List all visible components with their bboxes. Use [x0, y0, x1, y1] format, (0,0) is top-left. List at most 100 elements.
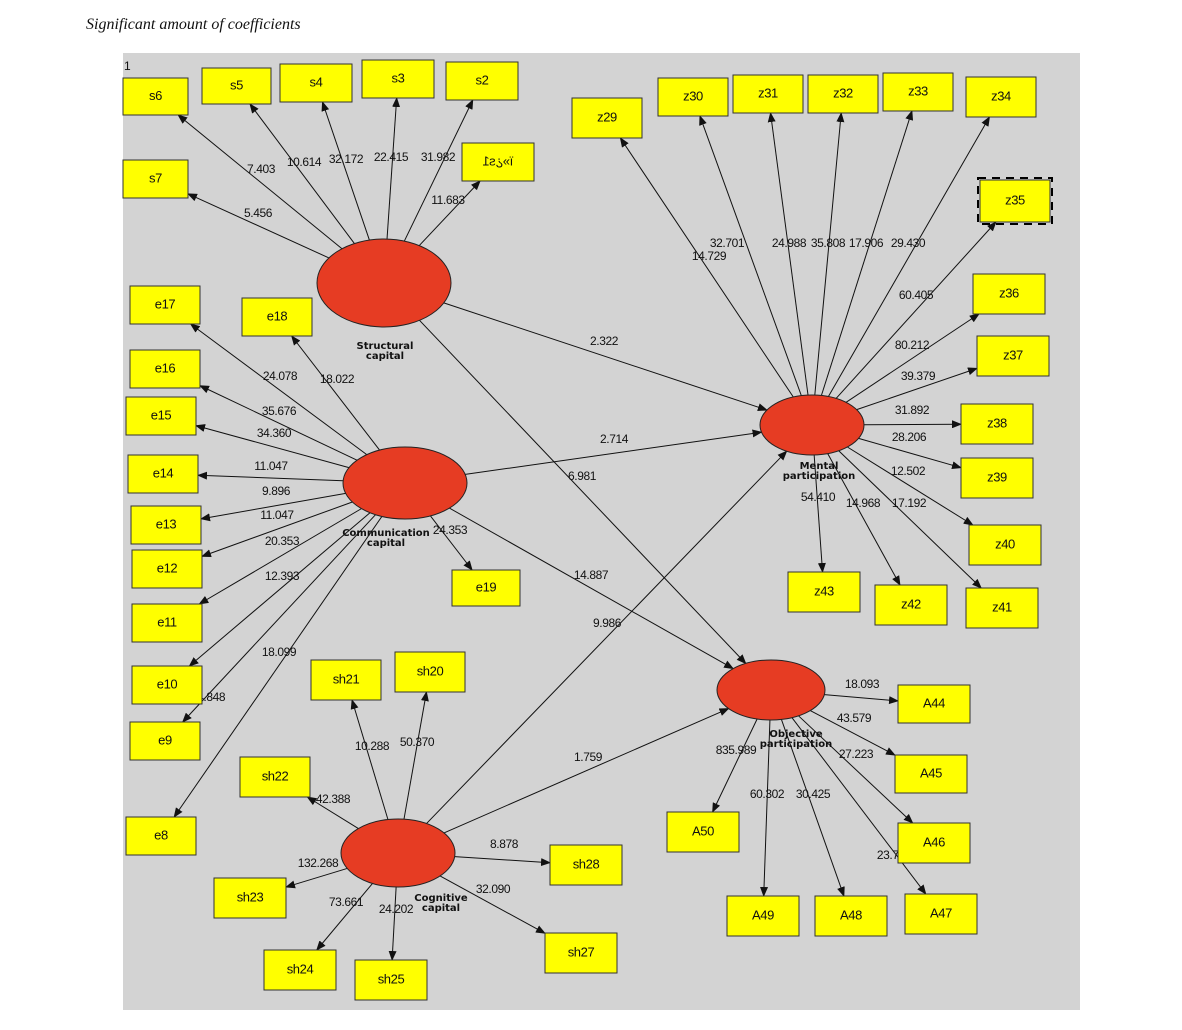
- indicator-box: [960, 403, 1034, 445]
- path-arrow: [199, 385, 358, 461]
- indicator-label: z32: [833, 85, 853, 100]
- indicator-box: [814, 895, 888, 937]
- path-coefficient: 43.579: [837, 711, 872, 725]
- indicator-label: A50: [692, 823, 714, 838]
- path-coefficient: 18.093: [845, 677, 880, 691]
- indicator-box: [263, 949, 337, 991]
- path-arrow: [306, 796, 359, 829]
- indicator-label: s5: [230, 77, 243, 92]
- indicator-box: [130, 505, 202, 545]
- indicator-label: A47: [930, 905, 952, 920]
- indicator-box: [787, 571, 861, 613]
- indicator-label: z31: [758, 85, 778, 100]
- latent-label: capital: [422, 903, 460, 914]
- indicator-box: [666, 811, 740, 853]
- indicator-label: sh21: [333, 671, 360, 686]
- indicator-label: z40: [995, 536, 1015, 551]
- indicator-box: [976, 335, 1050, 377]
- indicator-label: e10: [157, 676, 178, 691]
- latent-label: Communication: [342, 528, 430, 539]
- path-coefficient: 14.729: [692, 249, 727, 263]
- path-coefficient: 60.302: [750, 787, 785, 801]
- path-coefficient: 17.192: [892, 496, 927, 510]
- path-arrow: [187, 193, 330, 259]
- indicator-box: [461, 142, 535, 182]
- path-arrow: [316, 883, 373, 951]
- indicator-label: sh25: [378, 971, 405, 986]
- indicator-box: [361, 59, 435, 99]
- indicator-box: [394, 651, 466, 693]
- indicator-label: A48: [840, 907, 862, 922]
- path-coefficient: 14.968: [846, 496, 881, 510]
- latent-label: Objective: [769, 729, 823, 740]
- indicator-box: [129, 349, 201, 389]
- path-arrow: [200, 492, 346, 522]
- indicator-box: [972, 273, 1046, 315]
- path-coefficient: 35.676: [262, 404, 297, 418]
- indicator-label: s4: [310, 74, 323, 89]
- path-coefficient: 14.887: [574, 568, 609, 582]
- indicator-box: [213, 877, 287, 919]
- path-arrow: [198, 508, 362, 605]
- path-arrow: [619, 137, 794, 398]
- path-coefficient: 24.353: [433, 523, 468, 537]
- indicator-box: [122, 159, 189, 199]
- indicator-box: [310, 659, 382, 701]
- indicator-box: [241, 297, 313, 337]
- path-coefficient: 18.099: [262, 645, 297, 659]
- indicator-label: A49: [752, 907, 774, 922]
- path-coefficient: 10.614: [287, 155, 322, 169]
- indicator-label: z34: [991, 88, 1011, 103]
- indicator-box: [125, 816, 197, 856]
- latent-label: capital: [366, 351, 404, 362]
- indicator-box: [960, 457, 1034, 499]
- path-coefficient: 7.403: [247, 162, 276, 176]
- path-arrow: [856, 367, 978, 411]
- indicator-label: sh22: [262, 768, 289, 783]
- indicator-box: [445, 61, 519, 101]
- path-arrow: [820, 110, 914, 396]
- indicator-box: [451, 569, 521, 607]
- latent-variable: [316, 238, 452, 328]
- path-coefficient: 2.714: [600, 432, 629, 446]
- indicator-label: e19: [476, 579, 497, 594]
- path-coefficient: 35.808: [811, 236, 846, 250]
- path-coefficient: 24.078: [263, 369, 298, 383]
- path-arrow: [845, 313, 980, 403]
- path-coefficient: 39.379: [901, 369, 936, 383]
- path-coefficient: 27.223: [839, 747, 874, 761]
- indicator-label: e13: [156, 516, 177, 531]
- path-arrow: [386, 97, 401, 240]
- path-arrow: [403, 99, 474, 242]
- path-arrow: [195, 424, 350, 469]
- path-arrow: [189, 323, 368, 456]
- path-coefficient: 2.322: [590, 334, 619, 348]
- indicator-box: [732, 74, 804, 114]
- caption: Significant amount of coefficients: [86, 16, 301, 33]
- path-coefficient: 11.047: [260, 508, 294, 522]
- path-arrow: [181, 514, 376, 723]
- path-coefficient: 31.892: [895, 403, 930, 417]
- indicator-label: e9: [158, 732, 172, 747]
- nodes: StructuralcapitalCommunicationcapitalMen…: [122, 59, 1053, 1001]
- path-arrow: [798, 715, 914, 824]
- latent-label: participation: [783, 471, 856, 482]
- path-coefficient: 24.202: [379, 902, 414, 916]
- indicator-label: s7: [149, 170, 162, 185]
- path-arrow: [177, 114, 343, 250]
- path-coefficient: 60.405: [899, 288, 934, 302]
- indicator-label: z36: [999, 285, 1019, 300]
- indicator-label: e11: [157, 614, 177, 629]
- path-arrow: [827, 116, 990, 397]
- indicator-label: e18: [267, 308, 288, 323]
- path-coefficient: 54.410: [801, 490, 836, 504]
- indicator-label: e16: [155, 360, 176, 375]
- path-coefficient: 11.047: [254, 459, 288, 473]
- latent-label: capital: [367, 538, 405, 549]
- path-coefficient: 5.456: [244, 206, 273, 220]
- latent-variable: [716, 659, 826, 721]
- path-arrow: [454, 856, 551, 867]
- latent-label: Mental: [800, 461, 839, 472]
- path-arrow: [388, 886, 397, 961]
- latent-label: Structural: [357, 341, 414, 352]
